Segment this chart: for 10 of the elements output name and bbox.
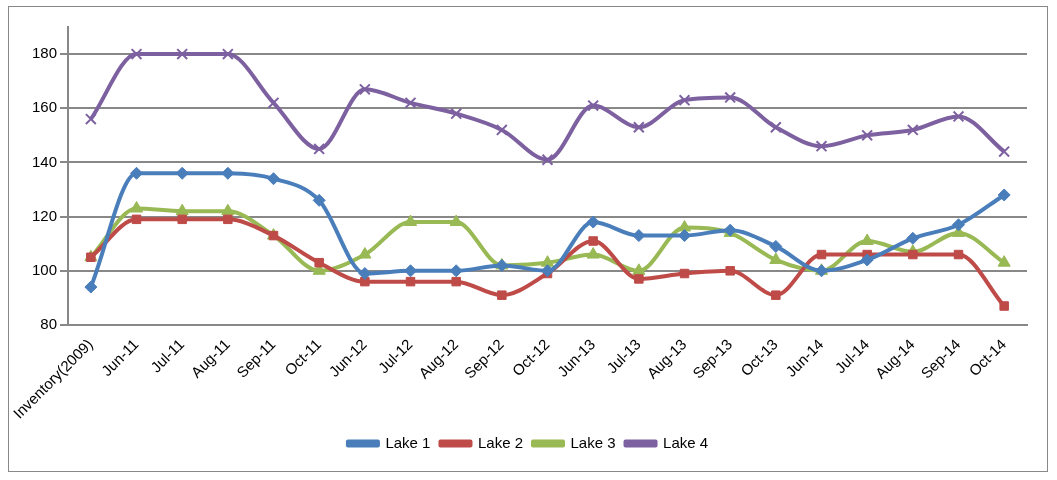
y-tick-label: 80: [40, 315, 58, 333]
y-tick-label: 100: [32, 260, 58, 278]
y-tick-label: 140: [32, 152, 58, 170]
y-tick-label: 180: [32, 44, 58, 62]
legend-label: Lake 4: [663, 433, 709, 451]
legend-label: Lake 2: [477, 433, 524, 451]
y-tick-label: 120: [32, 206, 58, 224]
legend-label: Lake 1: [385, 433, 431, 451]
y-tick-label: 160: [32, 98, 58, 116]
legend-label: Lake 3: [570, 433, 616, 451]
